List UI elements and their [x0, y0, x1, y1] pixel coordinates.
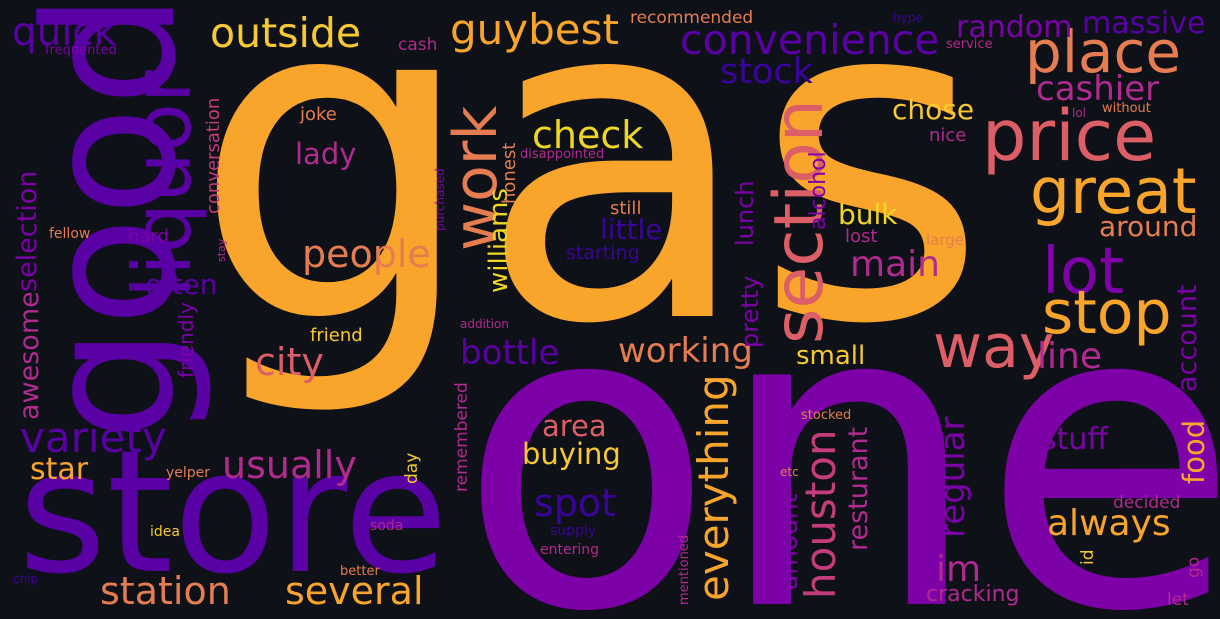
- word-lol: lol: [1072, 106, 1087, 120]
- word-entering: entering: [540, 542, 599, 558]
- word-cashier: cashier: [1036, 69, 1160, 109]
- word-hype: hype: [893, 11, 923, 25]
- word-stay: stay: [215, 238, 228, 262]
- word-decided: decided: [1113, 493, 1181, 513]
- word-bulk: bulk: [838, 198, 898, 231]
- word-cash: cash: [398, 35, 438, 55]
- word-everything: everything: [689, 374, 738, 601]
- word-price: price: [982, 95, 1157, 177]
- word-fellow: fellow: [49, 226, 91, 242]
- word-purchased: purchased: [433, 168, 447, 231]
- word-great: great: [1030, 155, 1197, 228]
- word-random: random: [956, 10, 1073, 45]
- word-stuff: stuff: [1041, 422, 1109, 457]
- word-lost: lost: [845, 226, 878, 247]
- word-day: day: [402, 452, 422, 484]
- word-soda: soda: [370, 518, 404, 534]
- word-always: always: [1047, 503, 1171, 544]
- word-usually: usually: [222, 443, 357, 487]
- word-without: without: [1102, 101, 1151, 116]
- word-mentioned: mentioned: [677, 534, 692, 605]
- word-often: often: [145, 268, 218, 301]
- word-check: check: [532, 113, 644, 157]
- word-id: id: [1078, 549, 1098, 565]
- word-convenience: convenience: [680, 16, 940, 64]
- word-liquor: liquor: [116, 70, 209, 298]
- word-gas: gas: [192, 0, 988, 423]
- word-station: station: [100, 569, 231, 613]
- word-regular: regular: [933, 416, 973, 538]
- word-area: area: [542, 409, 607, 443]
- word-selection: selection: [12, 170, 43, 292]
- word-main: main: [850, 244, 940, 285]
- word-recommended: recommended: [630, 8, 754, 28]
- word-frequented: frequented: [45, 43, 117, 58]
- word-star: star: [30, 452, 89, 487]
- word-stop: stop: [1042, 278, 1172, 348]
- word-city: city: [255, 340, 324, 384]
- word-chip: chip: [13, 572, 39, 586]
- word-go: go: [1184, 556, 1204, 578]
- word-chose: chose: [892, 93, 975, 126]
- word-lady: lady: [295, 137, 357, 171]
- word-place: place: [1025, 18, 1182, 86]
- word-friendly: friendly: [174, 302, 198, 378]
- word-better: better: [340, 564, 380, 579]
- word-honest: honest: [499, 142, 520, 204]
- word-lunch: lunch: [731, 180, 759, 247]
- word-cracking: cracking: [926, 582, 1020, 607]
- word-people: people: [302, 232, 431, 276]
- word-amount: amount: [774, 493, 803, 590]
- word-quick: quick: [12, 10, 117, 55]
- word-variety: variety: [20, 413, 167, 462]
- word-large: large: [926, 231, 965, 249]
- word-several: several: [285, 569, 424, 613]
- word-resturant: resturant: [843, 426, 874, 551]
- word-store: store: [18, 414, 448, 612]
- word-account: account: [1172, 284, 1203, 392]
- word-line: line: [1037, 336, 1102, 377]
- word-friend: friend: [310, 325, 363, 346]
- word-outside: outside: [210, 9, 362, 57]
- word-little: little: [600, 213, 663, 246]
- word-nice: nice: [929, 125, 967, 146]
- word-pretty: pretty: [736, 275, 764, 348]
- word-yelper: yelper: [166, 465, 211, 481]
- word-joke: joke: [300, 104, 337, 125]
- word-hard: hard: [128, 226, 169, 247]
- word-idea: idea: [150, 524, 180, 540]
- word-let: let: [1167, 590, 1189, 610]
- word-addition: addition: [460, 317, 509, 331]
- word-stock: stock: [720, 52, 813, 92]
- word-lot: lot: [1042, 235, 1125, 309]
- word-conversation: conversation: [203, 97, 224, 214]
- word-spot: spot: [534, 481, 617, 525]
- word-small: small: [796, 341, 866, 371]
- word-one: one: [458, 215, 1220, 619]
- word-buying: buying: [522, 437, 621, 471]
- word-im: im: [936, 549, 982, 590]
- word-food: food: [1177, 419, 1211, 484]
- word-around: around: [1099, 210, 1198, 243]
- word-alcohol: alcohol: [806, 151, 831, 230]
- word-stocked: stocked: [801, 408, 852, 423]
- word-houston: houston: [796, 429, 845, 599]
- word-massive: massive: [1082, 6, 1206, 41]
- word-disappointed: disappointed: [520, 147, 605, 162]
- word-guybest: guybest: [450, 5, 619, 54]
- word-etc: etc: [780, 465, 799, 479]
- word-starting: starting: [566, 242, 640, 264]
- word-remembered: remembered: [452, 382, 472, 492]
- word-service: service: [946, 37, 993, 52]
- word-supply: supply: [550, 523, 597, 539]
- word-awesome: awesome: [14, 291, 45, 420]
- word-bottle: bottle: [460, 333, 560, 373]
- word-way: way: [933, 312, 1055, 382]
- word-working: working: [618, 331, 753, 371]
- word-still: still: [610, 198, 642, 219]
